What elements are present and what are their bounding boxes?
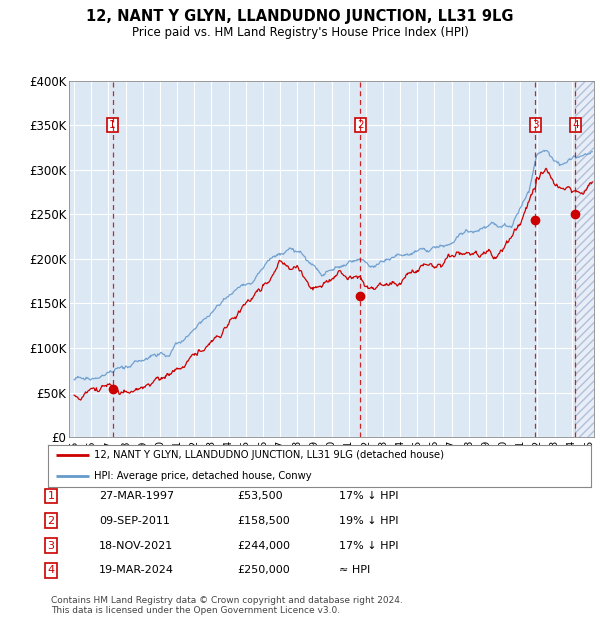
- Text: 1: 1: [47, 491, 55, 501]
- Text: 3: 3: [532, 120, 539, 130]
- Text: 09-SEP-2011: 09-SEP-2011: [99, 516, 170, 526]
- Text: HPI: Average price, detached house, Conwy: HPI: Average price, detached house, Conw…: [94, 471, 312, 481]
- Text: 4: 4: [47, 565, 55, 575]
- Text: 1: 1: [109, 120, 116, 130]
- Text: £250,000: £250,000: [237, 565, 290, 575]
- Text: 19% ↓ HPI: 19% ↓ HPI: [339, 516, 398, 526]
- Text: 12, NANT Y GLYN, LLANDUDNO JUNCTION, LL31 9LG: 12, NANT Y GLYN, LLANDUDNO JUNCTION, LL3…: [86, 9, 514, 24]
- Bar: [575, 81, 594, 437]
- Text: £244,000: £244,000: [237, 541, 290, 551]
- Text: 3: 3: [47, 541, 55, 551]
- Text: 17% ↓ HPI: 17% ↓ HPI: [339, 491, 398, 501]
- Text: Contains HM Land Registry data © Crown copyright and database right 2024.
This d: Contains HM Land Registry data © Crown c…: [51, 596, 403, 615]
- Text: 17% ↓ HPI: 17% ↓ HPI: [339, 541, 398, 551]
- Text: 27-MAR-1997: 27-MAR-1997: [99, 491, 174, 501]
- Text: £53,500: £53,500: [237, 491, 283, 501]
- Text: 2: 2: [47, 516, 55, 526]
- Text: ≈ HPI: ≈ HPI: [339, 565, 370, 575]
- Text: 2: 2: [357, 120, 364, 130]
- Text: 18-NOV-2021: 18-NOV-2021: [99, 541, 173, 551]
- Text: 4: 4: [572, 120, 579, 130]
- Text: 19-MAR-2024: 19-MAR-2024: [99, 565, 174, 575]
- Text: £158,500: £158,500: [237, 516, 290, 526]
- Text: Price paid vs. HM Land Registry's House Price Index (HPI): Price paid vs. HM Land Registry's House …: [131, 26, 469, 39]
- Text: 12, NANT Y GLYN, LLANDUDNO JUNCTION, LL31 9LG (detached house): 12, NANT Y GLYN, LLANDUDNO JUNCTION, LL3…: [94, 450, 444, 460]
